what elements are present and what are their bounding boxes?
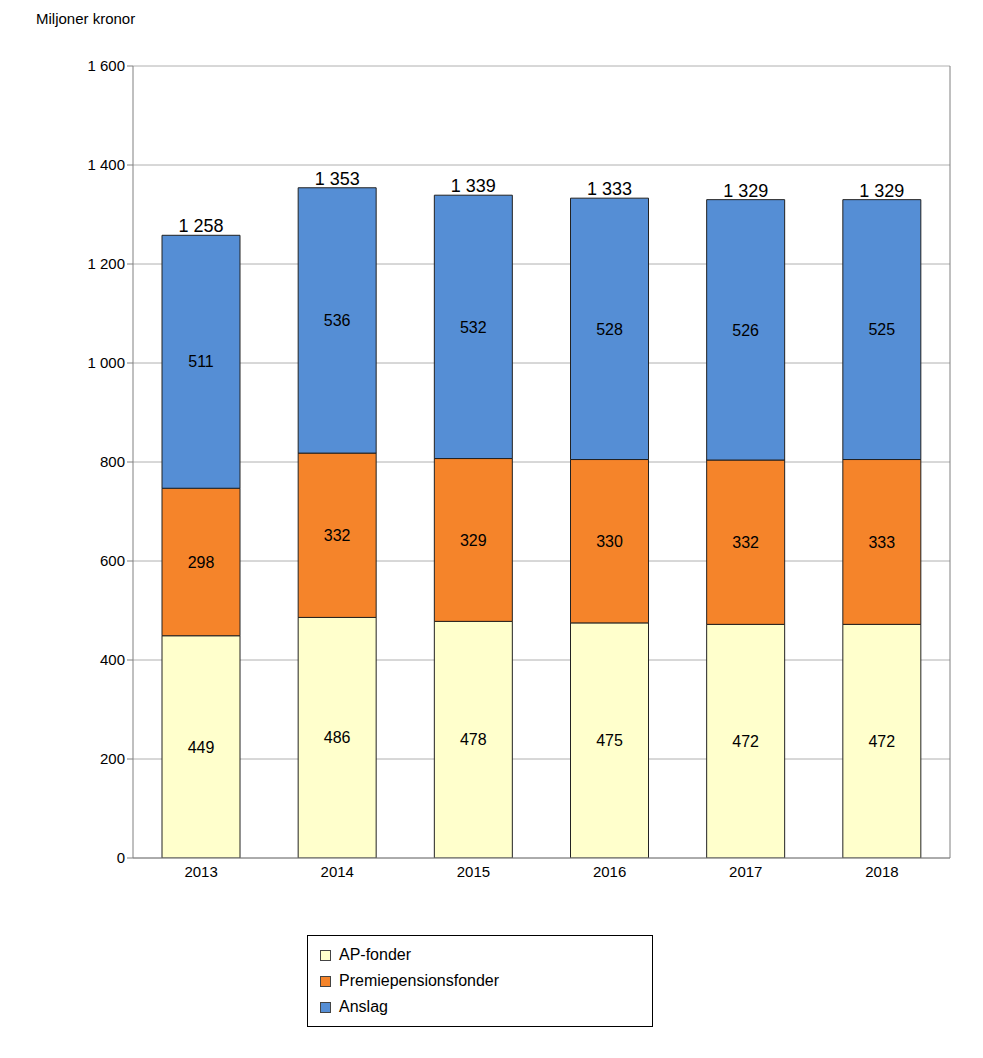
svg-text:298: 298 <box>188 554 215 571</box>
svg-text:1 000: 1 000 <box>87 354 125 371</box>
svg-text:1 329: 1 329 <box>859 181 904 201</box>
svg-text:1 329: 1 329 <box>723 181 768 201</box>
svg-text:2018: 2018 <box>865 863 898 880</box>
svg-text:511: 511 <box>188 353 214 370</box>
svg-text:1 400: 1 400 <box>87 156 125 173</box>
svg-text:1 258: 1 258 <box>178 216 223 236</box>
svg-text:332: 332 <box>324 527 351 544</box>
svg-text:2016: 2016 <box>593 863 626 880</box>
svg-text:449: 449 <box>188 739 215 756</box>
svg-text:478: 478 <box>460 731 487 748</box>
svg-text:600: 600 <box>100 552 125 569</box>
svg-text:200: 200 <box>100 750 125 767</box>
svg-text:2014: 2014 <box>321 863 354 880</box>
html-text:AP-fonder: AP-fonder <box>339 946 411 963</box>
html-text:Miljoner kronor: Miljoner kronor <box>36 10 136 27</box>
svg-text:2013: 2013 <box>184 863 217 880</box>
svg-text:1 353: 1 353 <box>315 169 360 189</box>
svg-text:1 600: 1 600 <box>87 57 125 74</box>
svg-text:536: 536 <box>324 312 351 329</box>
html-text:Premiepensionsfonder: Premiepensionsfonder <box>339 972 500 989</box>
svg-text:2017: 2017 <box>729 863 762 880</box>
svg-text:1 333: 1 333 <box>587 179 632 199</box>
svg-text:2015: 2015 <box>457 863 490 880</box>
svg-text:332: 332 <box>732 534 759 551</box>
svg-text:0: 0 <box>117 849 125 866</box>
svg-text:1 200: 1 200 <box>87 255 125 272</box>
svg-text:532: 532 <box>460 319 487 336</box>
svg-text:526: 526 <box>732 322 759 339</box>
svg-text:1 339: 1 339 <box>451 176 496 196</box>
svg-text:329: 329 <box>460 532 487 549</box>
svg-text:400: 400 <box>100 651 125 668</box>
html-text:Anslag: Anslag <box>339 998 388 1015</box>
svg-text:472: 472 <box>868 733 895 750</box>
svg-text:475: 475 <box>596 732 623 749</box>
svg-text:333: 333 <box>868 534 895 551</box>
svg-text:486: 486 <box>324 729 351 746</box>
svg-text:330: 330 <box>596 533 623 550</box>
svg-text:472: 472 <box>732 733 759 750</box>
svg-text:528: 528 <box>596 321 623 338</box>
svg-text:525: 525 <box>868 321 895 338</box>
svg-text:800: 800 <box>100 453 125 470</box>
